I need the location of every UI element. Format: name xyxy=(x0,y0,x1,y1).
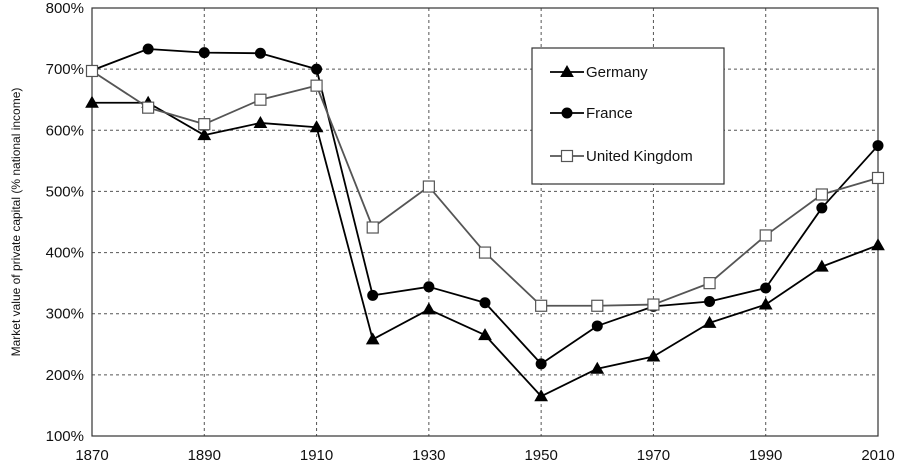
x-tick-label: 1890 xyxy=(188,447,221,464)
series-united-kingdom xyxy=(85,64,885,312)
y-tick-label: 800% xyxy=(46,0,84,17)
data-point-france xyxy=(872,140,884,152)
legend-item-germany: Germany xyxy=(550,64,648,81)
x-tick-label: 1990 xyxy=(749,447,782,464)
data-point-germany xyxy=(85,95,99,108)
x-tick-label: 2010 xyxy=(861,447,894,464)
data-point-germany xyxy=(253,115,268,128)
series-line-france xyxy=(91,48,879,365)
x-axis: 1870 1890 1910 1930 1950 1970 1990 2010 xyxy=(75,447,894,464)
x-tick-label: 1870 xyxy=(75,447,108,464)
x-tick-label: 1970 xyxy=(637,447,670,464)
data-point-united-kingdom xyxy=(591,299,604,312)
data-point-germany xyxy=(197,128,212,141)
series-france xyxy=(86,43,884,370)
legend: Germany France United Kingdom xyxy=(531,47,725,185)
data-point-united-kingdom xyxy=(366,221,379,234)
grid-layer xyxy=(92,8,878,436)
data-point-united-kingdom xyxy=(703,277,716,290)
legend-items: Germany France United Kingdom xyxy=(550,64,693,165)
data-point-united-kingdom xyxy=(422,180,435,193)
legend-label: United Kingdom xyxy=(586,148,693,165)
y-tick-label: 300% xyxy=(46,306,84,323)
series-layer xyxy=(85,43,885,402)
data-point-germany xyxy=(309,120,324,133)
data-point-united-kingdom xyxy=(142,101,155,114)
legend-marker xyxy=(560,149,574,163)
data-point-united-kingdom xyxy=(759,229,772,242)
data-point-united-kingdom xyxy=(254,93,267,106)
y-tick-label: 600% xyxy=(46,122,84,139)
data-point-france xyxy=(704,295,716,307)
data-point-germany xyxy=(478,328,492,341)
legend-item-france: France xyxy=(550,105,633,122)
data-point-france xyxy=(816,202,828,214)
x-tick-label: 1930 xyxy=(412,447,445,464)
data-point-united-kingdom xyxy=(535,299,548,312)
y-tick-label: 700% xyxy=(46,61,84,78)
data-point-germany xyxy=(421,302,436,315)
data-point-germany xyxy=(814,259,829,272)
data-point-france xyxy=(479,297,491,309)
data-point-germany xyxy=(590,361,605,374)
data-point-france xyxy=(535,358,547,370)
data-point-france xyxy=(254,47,266,59)
data-point-france xyxy=(760,282,772,294)
plot-frame xyxy=(91,7,879,437)
data-point-germany xyxy=(871,238,885,251)
y-axis: 100% 200% 300% 400% 500% 600% 700% 800% xyxy=(46,0,84,445)
data-point-france xyxy=(591,320,603,332)
y-tick-label: 500% xyxy=(46,183,84,200)
legend-label: France xyxy=(586,105,633,122)
y-tick-label: 400% xyxy=(46,245,84,262)
data-point-france xyxy=(142,43,154,55)
series-line-united-kingdom xyxy=(91,70,879,307)
y-tick-label: 100% xyxy=(46,428,84,445)
data-point-united-kingdom xyxy=(85,64,99,78)
data-point-france xyxy=(367,289,379,301)
data-point-united-kingdom xyxy=(478,246,492,259)
data-point-germany xyxy=(646,349,661,362)
data-point-germany xyxy=(365,332,380,345)
data-point-germany xyxy=(702,315,717,328)
y-tick-label: 200% xyxy=(46,367,84,384)
legend-label: Germany xyxy=(586,64,648,81)
data-point-united-kingdom xyxy=(198,118,211,131)
data-point-united-kingdom xyxy=(871,171,885,185)
data-point-united-kingdom xyxy=(647,298,660,311)
x-tick-label: 1950 xyxy=(524,447,557,464)
data-point-france xyxy=(423,281,435,293)
legend-marker xyxy=(561,107,573,119)
data-point-united-kingdom xyxy=(310,79,323,92)
legend-item-united-kingdom: United Kingdom xyxy=(550,148,693,165)
data-point-germany xyxy=(534,389,549,402)
data-point-france xyxy=(198,47,210,59)
legend-marker xyxy=(560,64,574,77)
x-tick-label: 1910 xyxy=(300,447,333,464)
y-axis-title: Market value of private capital (% natio… xyxy=(9,88,23,357)
series-germany xyxy=(85,95,885,402)
data-point-united-kingdom xyxy=(815,188,828,201)
data-point-germany xyxy=(758,297,773,310)
data-point-france xyxy=(311,63,323,75)
